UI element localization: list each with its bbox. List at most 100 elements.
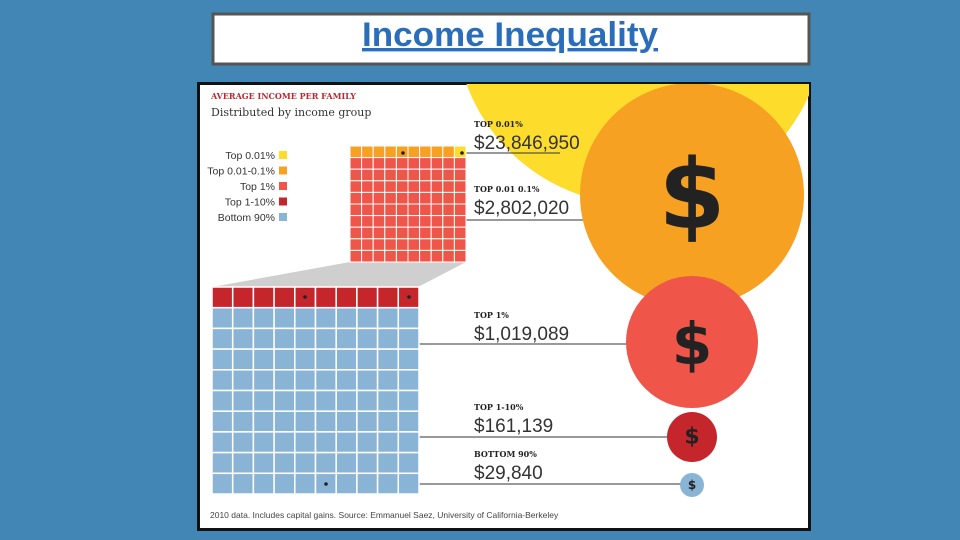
grid-cell	[211, 389, 234, 412]
grid-cell	[419, 168, 432, 182]
grid-cell	[395, 191, 409, 205]
grid-cell	[335, 472, 358, 495]
grid-cell	[384, 191, 397, 205]
legend-label: Bottom 90%	[218, 212, 275, 224]
grid-cell	[407, 191, 421, 205]
group-label: TOP 1%	[474, 310, 509, 320]
grid-cell	[349, 180, 363, 193]
grid-cell	[361, 191, 374, 205]
grid-cell	[211, 306, 234, 330]
grid-cell	[430, 226, 444, 240]
grid-cell	[397, 451, 420, 475]
grid-cell	[314, 451, 337, 475]
groups: TOP 0.01% $23,846,950 TOP 0.01 0.1% $2,802,…	[474, 119, 580, 484]
grid-cell	[384, 226, 397, 240]
grid-cell	[335, 306, 358, 330]
grid-cell	[273, 286, 296, 309]
grid-cell	[356, 369, 379, 392]
grid-cell	[442, 215, 455, 228]
dollar: $	[672, 310, 712, 378]
grid-cell	[453, 238, 467, 251]
title-box	[211, 12, 811, 66]
grid-cell	[356, 472, 379, 495]
grid-cell	[294, 306, 317, 330]
grid-cell	[349, 191, 363, 205]
grid-cell	[294, 348, 317, 371]
grid-cell	[356, 389, 379, 412]
group-amount: $1,019,089	[474, 324, 569, 345]
grid-cell	[361, 180, 374, 193]
grid-cell	[252, 327, 275, 350]
grid-cell	[430, 238, 444, 251]
grid-cell	[453, 249, 467, 263]
grid-cell	[273, 306, 296, 330]
circle-bottom-90	[680, 473, 704, 497]
grid-cell	[211, 369, 234, 392]
grid-cell	[361, 249, 374, 263]
legend-label: Top 1-10%	[225, 197, 275, 209]
grid-cell	[372, 203, 386, 217]
grid-cell	[372, 157, 386, 170]
grid-cell	[384, 180, 397, 193]
grid-cell	[314, 431, 337, 454]
grid-cell	[294, 327, 317, 350]
grid-cell	[361, 215, 374, 228]
grid-cell	[453, 203, 467, 217]
grid-cell	[376, 389, 400, 412]
grid-cell	[397, 472, 420, 495]
grid-cell	[314, 389, 337, 412]
grid-cell	[273, 327, 296, 350]
grid-cell	[211, 410, 234, 433]
grid-cell	[397, 369, 420, 392]
dot	[407, 295, 411, 299]
grid-cell	[335, 451, 358, 475]
grid-cell	[430, 180, 444, 193]
grid-cell	[376, 431, 400, 454]
grid-cell	[384, 215, 397, 228]
grid-cell	[376, 369, 400, 392]
grid-cell	[314, 327, 337, 350]
grid-cell	[356, 431, 379, 454]
grid-cell	[231, 348, 255, 371]
grid-cell	[397, 327, 420, 350]
grid-cell	[419, 215, 432, 228]
grid-cell	[349, 238, 363, 251]
grid-cell	[231, 369, 255, 392]
grid-cell	[430, 145, 444, 159]
group-amount: $29,840	[474, 463, 543, 484]
grid-cell	[453, 157, 467, 170]
legend: Top 0.01% Top 0.01-0.1% Top 1% Top 1-10% Bot…	[207, 150, 287, 224]
grid-cell	[384, 168, 397, 182]
grid-cell	[395, 168, 409, 182]
grid-cell	[314, 348, 337, 371]
grid-cell	[314, 369, 337, 392]
grid-cell	[349, 168, 363, 182]
grid-cell	[419, 203, 432, 217]
grid-cell	[442, 157, 455, 170]
legend-label: Top 0.01-0.1%	[207, 166, 275, 178]
group-label: TOP 0.01 0.1%	[474, 184, 540, 194]
grid-cell	[356, 410, 379, 433]
grid-cell	[453, 145, 467, 159]
grid-cell	[335, 389, 358, 412]
grid-cell	[397, 306, 420, 330]
grid-cell	[231, 286, 255, 309]
grid-cell	[211, 431, 234, 454]
grid-cell	[252, 389, 275, 412]
grid-cell	[407, 226, 421, 240]
grid-cell	[372, 238, 386, 251]
grid-cell	[273, 369, 296, 392]
grid-cell	[442, 191, 455, 205]
grid-cell	[273, 431, 296, 454]
grid-cell	[361, 157, 374, 170]
grid-cell	[231, 472, 255, 495]
grid-cell	[407, 249, 421, 263]
slide-title: Income Inequality	[362, 16, 658, 54]
circle-top-01	[580, 84, 804, 307]
grid-cell	[397, 410, 420, 433]
grid-cell	[407, 180, 421, 193]
group-label: TOP 0.01%	[474, 119, 523, 129]
grid-cell	[335, 348, 358, 371]
dot	[401, 151, 405, 155]
grid-cell	[384, 203, 397, 217]
